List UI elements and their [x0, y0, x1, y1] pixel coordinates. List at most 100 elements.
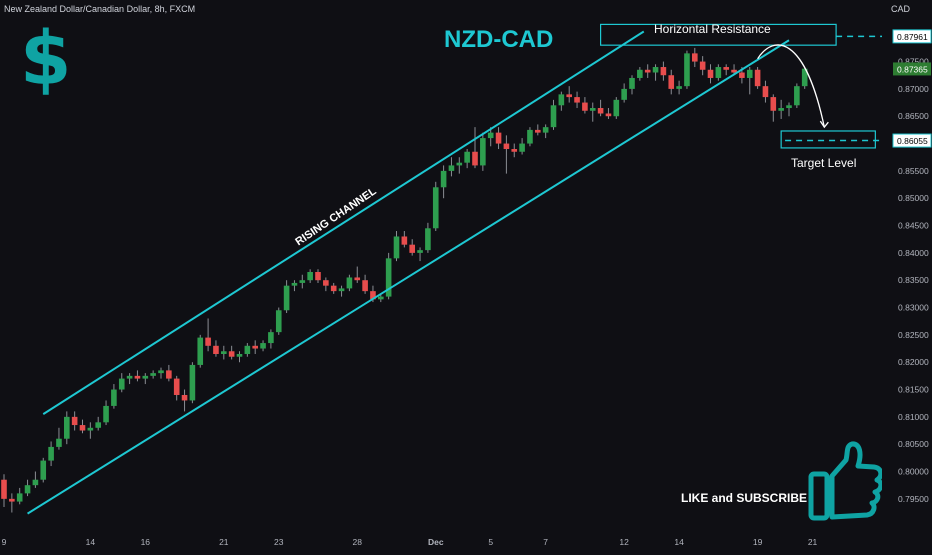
candle-body	[32, 479, 39, 486]
candle-body	[794, 86, 800, 106]
candle-body	[56, 438, 62, 447]
candle-body	[181, 394, 188, 401]
candle-body	[268, 332, 274, 344]
candle-body	[354, 277, 361, 281]
candle	[519, 138, 525, 155]
candle-body	[519, 143, 525, 152]
candle	[1, 474, 7, 508]
candle-body	[166, 370, 172, 379]
candle-body	[1, 479, 7, 499]
time-axis: 9 14 16 21 23 28 Dec 5 7 12 14 19 21	[2, 537, 818, 547]
candle-body	[244, 345, 251, 354]
candle	[307, 269, 313, 283]
candle-body	[158, 370, 164, 374]
symbol-header[interactable]: New Zealand Dollar/Canadian Dollar, 8h, …	[4, 4, 196, 14]
candle-body	[87, 427, 94, 431]
like-subscribe-text: LIKE and SUBSCRIBE	[681, 491, 808, 505]
candle	[692, 47, 698, 68]
candle-body	[385, 258, 392, 297]
candle	[668, 69, 675, 95]
candle	[440, 165, 447, 199]
candle	[425, 222, 431, 253]
candle-body	[699, 61, 706, 70]
candle	[385, 252, 392, 300]
candle	[299, 274, 306, 289]
candle	[64, 411, 70, 445]
rising-channel-label: RISING CHANNEL	[293, 185, 378, 248]
candle-body	[16, 493, 23, 502]
target-level-label: Target Level	[791, 156, 857, 170]
candle	[503, 135, 510, 174]
candle	[566, 86, 572, 103]
candle-body	[409, 244, 415, 253]
time-tick-label: 28	[353, 537, 363, 547]
candle-body	[425, 228, 431, 251]
candle	[778, 99, 784, 119]
candle	[574, 91, 580, 109]
candle	[707, 64, 714, 84]
candle	[48, 441, 54, 467]
candle-body	[150, 373, 156, 376]
candle	[644, 64, 651, 78]
candle	[550, 99, 557, 130]
candle	[166, 364, 172, 382]
candle-body	[283, 285, 290, 311]
time-tick-label: 14	[86, 537, 96, 547]
channel-lower-line	[27, 39, 790, 515]
candle-body	[558, 94, 565, 106]
current-price-label: 0.87365	[897, 64, 928, 74]
candle-body	[637, 69, 643, 78]
candle	[142, 373, 149, 385]
candle-body	[24, 485, 31, 494]
price-tick-label: 0.82500	[898, 330, 929, 340]
candle	[260, 340, 266, 352]
candle-body	[676, 86, 682, 89]
candle-body	[118, 378, 125, 390]
current-price-label-bg	[893, 62, 931, 76]
time-tick-label: Dec	[428, 537, 444, 547]
chart-title: NZD-CAD	[444, 26, 554, 53]
candle-body	[464, 151, 470, 163]
projection-arrowhead	[819, 120, 829, 129]
candle	[197, 334, 204, 368]
candle-body	[95, 422, 101, 428]
candle	[24, 479, 31, 497]
candle-body	[346, 277, 353, 289]
time-tick-label: 21	[219, 537, 229, 547]
candle	[527, 127, 533, 147]
price-tick-label: 0.79500	[898, 494, 929, 504]
candle	[378, 293, 384, 303]
candle-body	[275, 310, 282, 333]
candle	[456, 157, 463, 174]
candle	[495, 127, 502, 150]
candle	[684, 50, 690, 89]
candle	[605, 108, 612, 119]
candle-body	[64, 416, 70, 439]
candle-body	[550, 105, 557, 128]
candle-body	[440, 170, 447, 188]
candle-body	[527, 129, 533, 144]
candle	[432, 181, 439, 232]
resistance-zone	[599, 23, 837, 46]
candle	[715, 64, 722, 81]
candle	[699, 56, 706, 76]
thumb-hand	[829, 441, 884, 520]
candle-body	[401, 236, 408, 245]
candle-body	[629, 77, 635, 89]
candle	[417, 247, 423, 262]
candle	[346, 274, 353, 292]
candle-body	[370, 291, 376, 300]
candle	[542, 124, 549, 139]
candle	[95, 416, 101, 431]
candle-body	[754, 69, 761, 87]
candle	[393, 231, 400, 262]
candle-body	[786, 105, 792, 109]
candle-body	[417, 250, 423, 253]
resistance-price-label-bg	[892, 29, 932, 44]
time-tick-label: 21	[808, 537, 818, 547]
candle-body	[307, 272, 313, 281]
candle-body	[9, 498, 15, 502]
candle-body	[762, 86, 769, 98]
